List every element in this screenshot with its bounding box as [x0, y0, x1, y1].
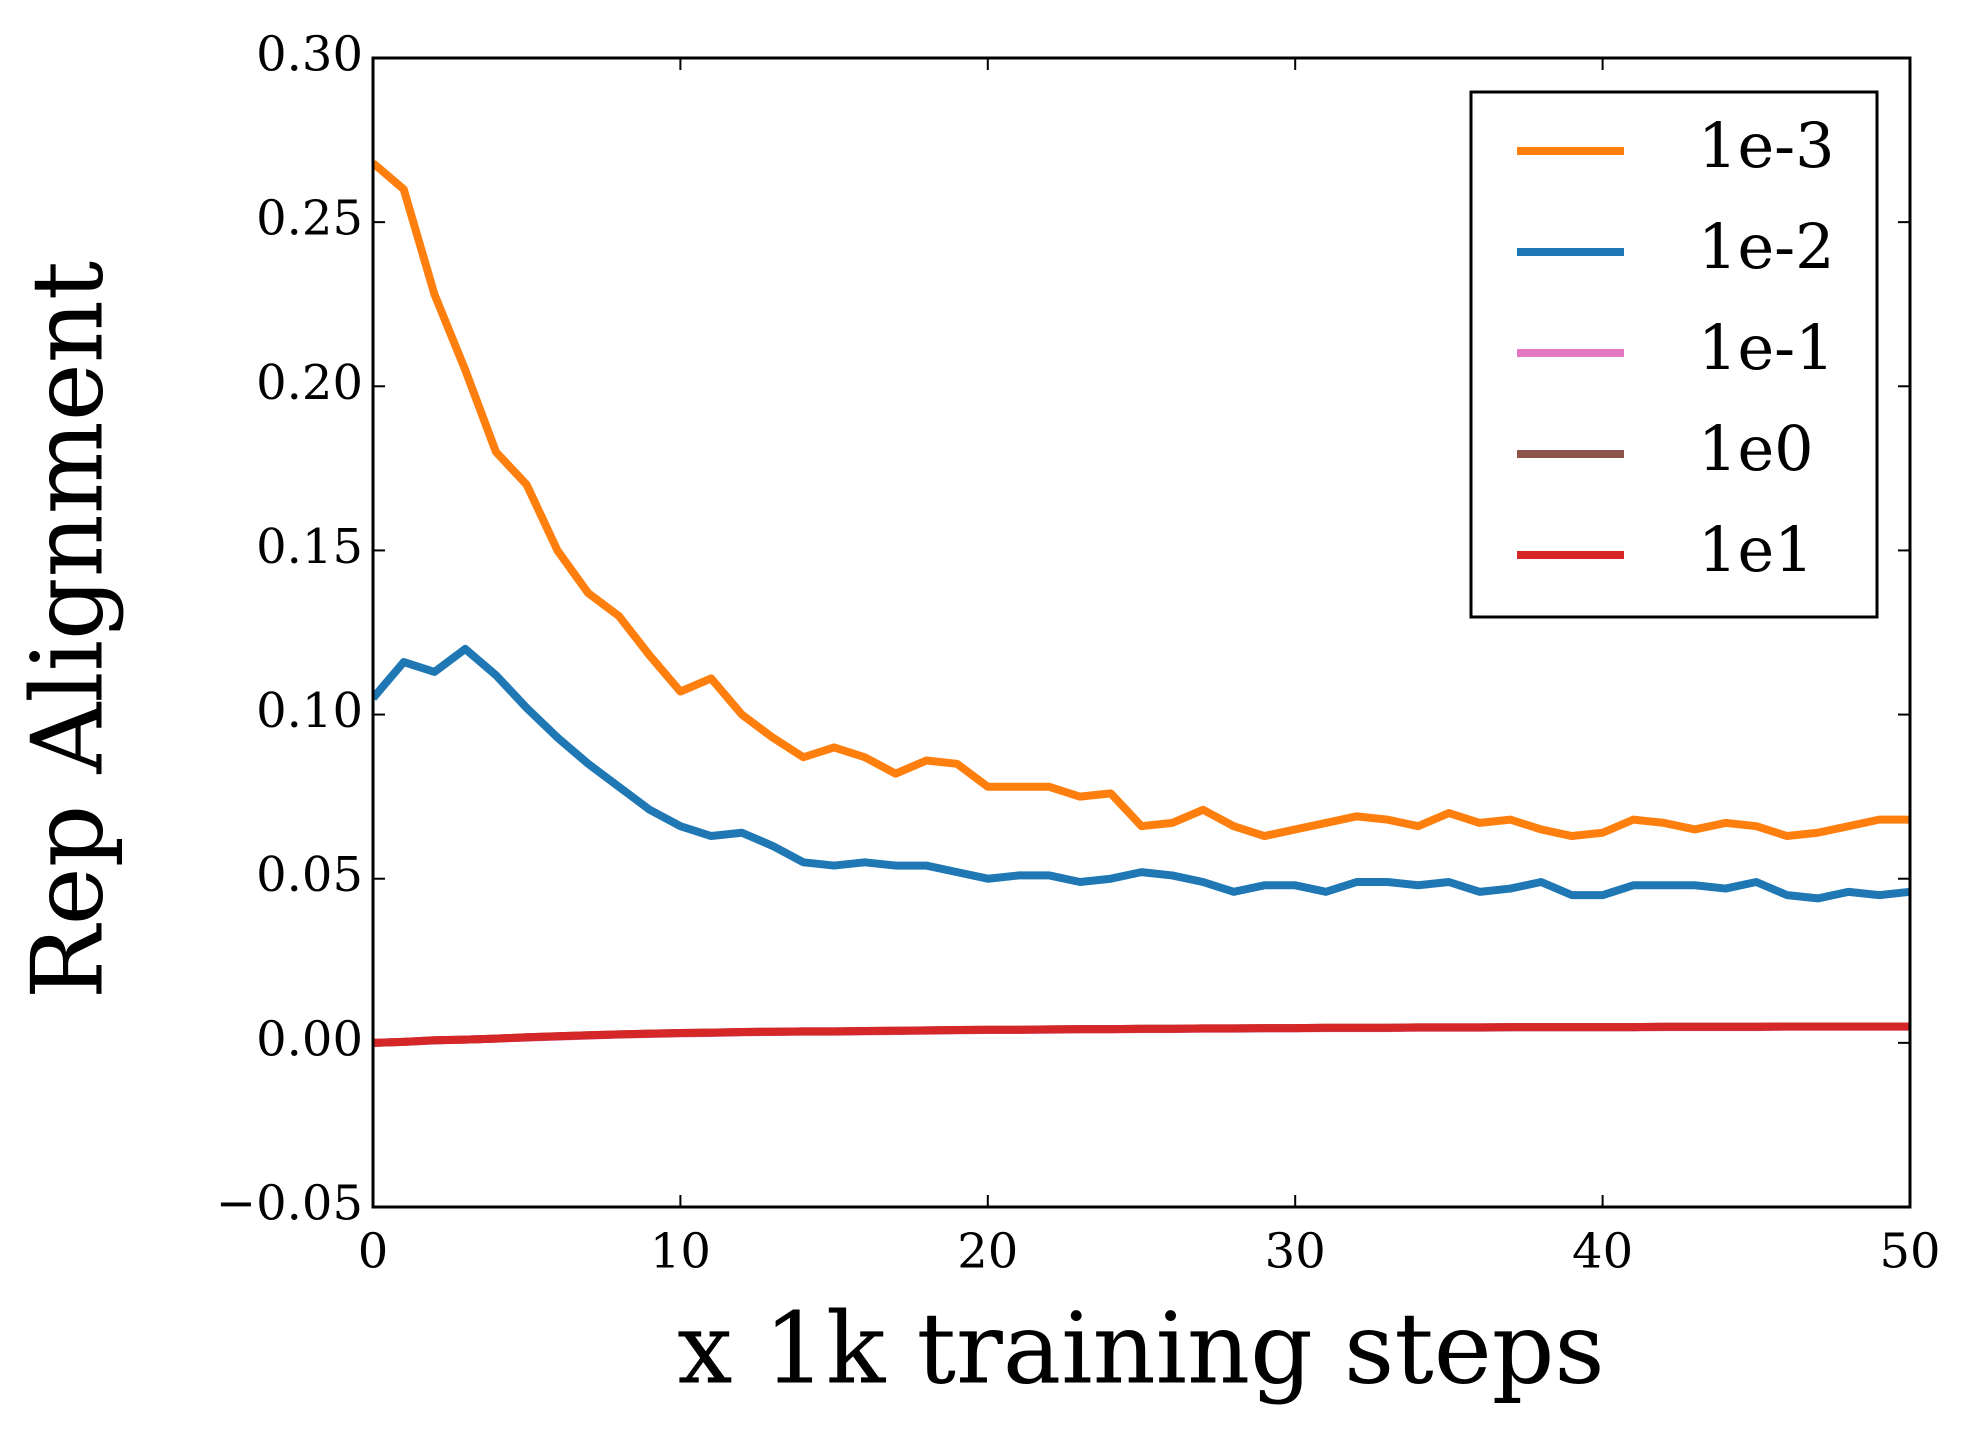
y-tick-label: −0.05 [216, 1176, 363, 1232]
y-tick-label: 0.30 [256, 27, 363, 83]
legend-label: 1e-3 [1698, 109, 1835, 182]
plot-frame [371, 56, 1912, 1209]
y-tick-label: 0.05 [256, 847, 363, 903]
x-tick-label: 10 [650, 1224, 711, 1280]
y-axis-label: Rep Alignment [12, 261, 126, 999]
series-line [373, 160, 1910, 841]
x-tick-label: 50 [1879, 1224, 1940, 1280]
y-tick-label: 0.25 [256, 191, 363, 247]
x-tick-label: 0 [358, 1224, 389, 1280]
legend-label: 1e1 [1698, 513, 1814, 586]
x-tick-label: 40 [1572, 1224, 1633, 1280]
y-tick-label: 0.20 [256, 355, 363, 411]
series-line [373, 644, 1910, 903]
legend-label: 1e0 [1698, 412, 1814, 485]
x-tick-label: 30 [1265, 1224, 1326, 1280]
x-axis-label: x 1k training steps [677, 1293, 1604, 1407]
y-tick-label: 0.10 [256, 683, 363, 739]
legend-label: 1e-1 [1698, 311, 1835, 384]
legend-label: 1e-2 [1698, 210, 1835, 283]
y-tick-label: 0.00 [256, 1011, 363, 1067]
series-line [373, 1022, 1910, 1047]
y-tick-label: 0.15 [256, 519, 363, 575]
x-tick-label: 20 [957, 1224, 1018, 1280]
